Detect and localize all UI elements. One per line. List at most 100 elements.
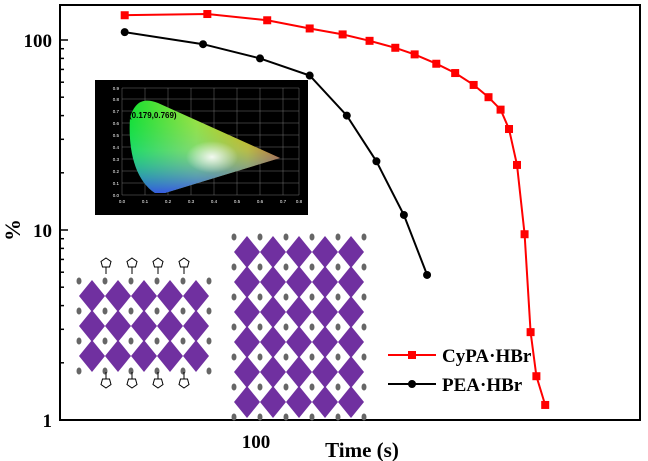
cation-site	[257, 383, 263, 391]
cation-site	[257, 263, 263, 271]
ligand-row-bottom	[100, 372, 190, 389]
cie-x-tick: 0.1	[142, 199, 149, 204]
octahedron	[312, 356, 338, 388]
data-point	[541, 400, 550, 409]
cie-inset: (0.179,0.769) 0.0 0.1 0.2 0.3 0.4 0.5 0.…	[95, 80, 308, 215]
cie-y-tick: 0.7	[113, 109, 120, 114]
cation-site	[309, 323, 315, 331]
octahedron	[312, 386, 338, 418]
cation-site	[231, 383, 237, 391]
octahedron	[260, 266, 286, 298]
cation-site	[309, 263, 315, 271]
ligand-ring	[178, 257, 190, 268]
cation-site	[309, 293, 315, 301]
cation-site	[128, 367, 134, 375]
y-tick-label: 10	[33, 221, 52, 242]
octahedron	[131, 340, 157, 372]
data-point	[526, 328, 535, 337]
octahedron	[286, 356, 312, 388]
octahedron	[234, 296, 260, 328]
data-point	[451, 69, 460, 78]
cation-site	[257, 233, 263, 241]
cation-site	[361, 323, 367, 331]
data-point	[120, 28, 129, 37]
octahedron	[338, 236, 364, 268]
octahedron	[234, 236, 260, 268]
data-point	[391, 43, 400, 52]
cation-site	[283, 353, 289, 361]
cation-site	[231, 293, 237, 301]
octahedron	[131, 310, 157, 342]
cie-x-ticks: 0.0 0.1 0.2 0.3 0.4 0.5 0.6 0.7 0.8	[119, 199, 303, 204]
ligand-ring	[152, 378, 164, 389]
cation-site	[206, 307, 212, 315]
octahedron	[234, 266, 260, 298]
data-point	[305, 71, 314, 80]
octahedron	[338, 356, 364, 388]
octahedron	[260, 296, 286, 328]
data-point	[505, 125, 514, 134]
cie-y-tick: 0.6	[113, 121, 120, 126]
data-point	[199, 40, 208, 49]
cation-site	[102, 367, 108, 375]
octahedron	[338, 326, 364, 358]
cation-site	[361, 383, 367, 391]
data-point	[365, 36, 374, 45]
octahedron	[131, 280, 157, 312]
octahedra-layer	[76, 277, 212, 375]
cation-site	[335, 293, 341, 301]
crystal-structure-2d	[76, 257, 212, 389]
cation-site	[309, 383, 315, 391]
data-point	[338, 30, 347, 39]
ligand-row-top	[100, 257, 190, 274]
octahedron	[338, 386, 364, 418]
cation-site	[206, 277, 212, 285]
octahedron	[183, 340, 209, 372]
cation-site	[231, 233, 237, 241]
cation-site	[361, 353, 367, 361]
octahedron	[286, 386, 312, 418]
cation-site	[283, 413, 289, 421]
data-point	[520, 230, 529, 239]
cation-site	[180, 277, 186, 285]
cation-site	[76, 277, 82, 285]
cation-site	[257, 293, 263, 301]
octahedron	[79, 280, 105, 312]
legend-label-cypa: CyPA·HBr	[442, 346, 532, 367]
octahedron	[79, 310, 105, 342]
cie-x-tick: 0.6	[257, 199, 264, 204]
ligand-ring	[126, 257, 138, 268]
cation-site	[335, 263, 341, 271]
data-point	[263, 16, 272, 25]
octahedron	[105, 340, 131, 372]
cie-x-tick: 0.7	[280, 199, 287, 204]
cation-site	[361, 293, 367, 301]
data-point	[432, 59, 441, 68]
octahedron	[260, 326, 286, 358]
octahedron	[157, 310, 183, 342]
octahedron	[312, 236, 338, 268]
data-point	[342, 111, 351, 120]
cation-site	[76, 337, 82, 345]
legend: CyPA·HBr PEA·HBr	[388, 346, 532, 396]
cation-site	[154, 337, 160, 345]
y-axis-label: %	[0, 219, 25, 241]
cation-site	[283, 323, 289, 331]
octahedron	[105, 280, 131, 312]
cie-y-tick: 0.0	[113, 193, 120, 198]
data-point	[512, 160, 521, 169]
cie-y-tick: 0.9	[113, 86, 120, 91]
data-point	[120, 11, 129, 20]
cation-site	[180, 367, 186, 375]
cation-site	[102, 307, 108, 315]
cie-y-tick: 0.1	[113, 181, 120, 186]
cation-site	[309, 233, 315, 241]
cation-site	[231, 353, 237, 361]
cation-site	[283, 233, 289, 241]
legend-label-pea: PEA·HBr	[442, 375, 523, 396]
cation-site	[154, 277, 160, 285]
octahedron	[183, 280, 209, 312]
ligand-ring	[126, 378, 138, 389]
cation-site	[335, 233, 341, 241]
